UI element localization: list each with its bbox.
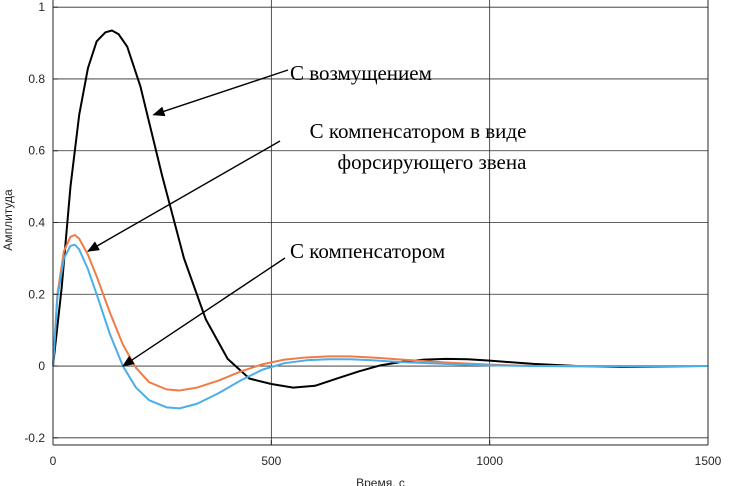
- annotation-disturbance-text: С возмущением: [290, 61, 432, 85]
- series-line-0: [52, 29, 709, 389]
- annotation-compensator-text: С компенсатором: [290, 239, 445, 263]
- y-tick-label: 0: [38, 359, 45, 373]
- y-tick-label: 1: [38, 0, 45, 14]
- series-line-1: [52, 234, 708, 392]
- series-group: [52, 29, 709, 410]
- annotation-forcing-compensator-text: форсирующего звена: [338, 150, 528, 174]
- x-tick-label: 1500: [695, 454, 722, 468]
- series-line-2: [52, 243, 708, 410]
- x-tick-label: 500: [261, 454, 281, 468]
- y-tick-label: 0.2: [28, 287, 45, 301]
- annotation-forcing-compensator: С компенсатором в виде форсирующего звена: [87, 119, 528, 252]
- annotation-compensator-arrow: [122, 257, 286, 367]
- x-tick-label: 1000: [476, 454, 503, 468]
- annotation-disturbance-arrow: [152, 69, 289, 117]
- y-tick-label: -0.2: [24, 431, 45, 445]
- y-tick-label: 0.8: [28, 72, 45, 86]
- annotation-forcing-compensator-arrow: [87, 140, 281, 252]
- x-tick-label: 0: [50, 454, 57, 468]
- x-axis-label: Время, с: [356, 476, 405, 486]
- y-tick-label: 0.4: [28, 216, 45, 230]
- annotation-disturbance: С возмущением: [152, 61, 432, 117]
- annotation-compensator: С компенсатором: [122, 239, 445, 367]
- annotations: С возмущением С компенсатором в виде форси…: [87, 61, 528, 367]
- y-tick-label: 0.6: [28, 144, 45, 158]
- annotation-forcing-compensator-text: С компенсатором в виде: [310, 119, 527, 143]
- y-axis-label: Амплитуда: [1, 189, 15, 251]
